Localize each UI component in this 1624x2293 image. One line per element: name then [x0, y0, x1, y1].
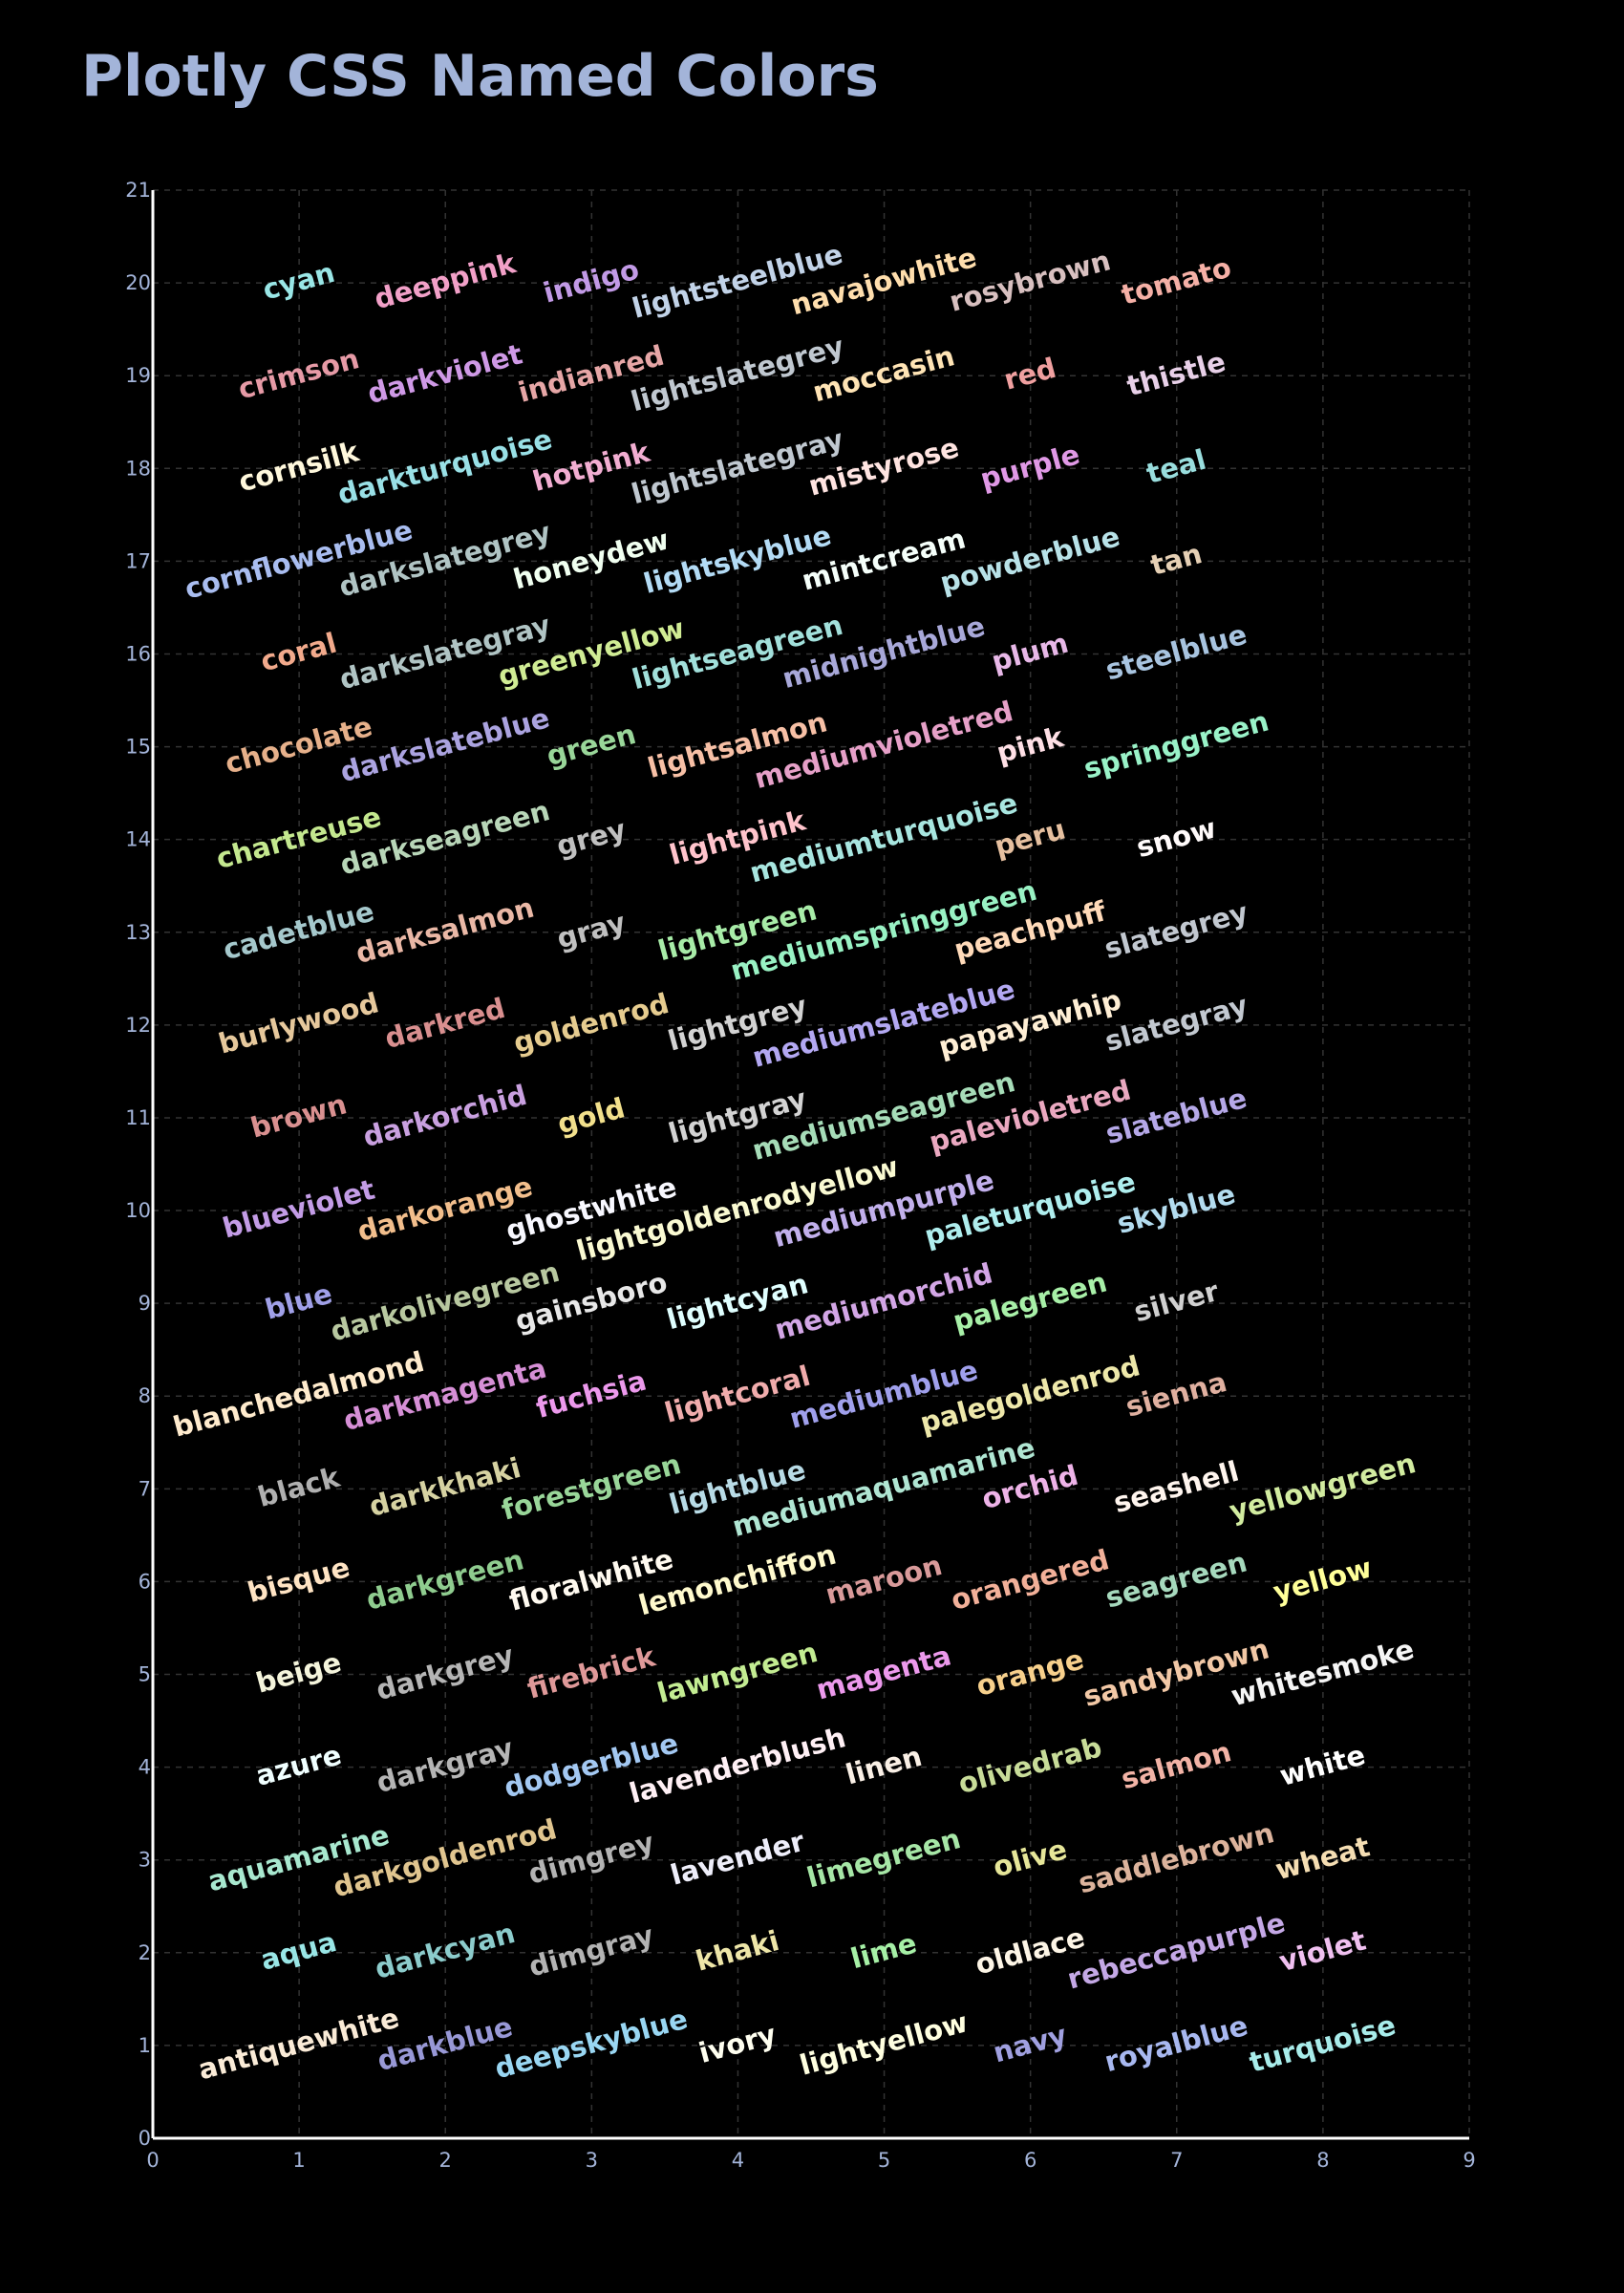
color-labels: antiquewhiteaquaaquamarineazurebeigebisq… — [170, 237, 1420, 2086]
x-gridlines — [298, 190, 1470, 2138]
y-tick-label: 21 — [125, 179, 151, 202]
y-tick-label: 5 — [139, 1663, 151, 1686]
x-tick-label: 8 — [1316, 2149, 1329, 2172]
x-tick-label: 1 — [292, 2149, 305, 2172]
color-label-forestgreen: forestgreen — [498, 1447, 684, 1527]
color-label-darkred: darkred — [381, 992, 508, 1055]
color-label-grey: grey — [553, 813, 630, 863]
color-label-coral: coral — [257, 627, 340, 678]
y-tick-label: 6 — [139, 1570, 151, 1593]
y-tick-label: 1 — [139, 2034, 151, 2057]
x-tick-label: 0 — [146, 2149, 159, 2172]
x-tick-label: 5 — [878, 2149, 890, 2172]
color-label-red: red — [1000, 352, 1059, 396]
y-tick-label: 10 — [125, 1199, 151, 1222]
y-tick-label: 4 — [139, 1756, 151, 1779]
color-label-plum: plum — [988, 627, 1072, 678]
color-label-springgreen: springgreen — [1080, 705, 1272, 785]
y-tick-label: 3 — [139, 1849, 151, 1872]
color-label-tan: tan — [1147, 537, 1206, 582]
y-tick-label: 9 — [139, 1292, 151, 1315]
y-tick-label: 13 — [125, 921, 151, 944]
y-tick-label: 14 — [125, 828, 151, 851]
y-tick-label: 20 — [125, 271, 151, 294]
y-tick-label: 0 — [139, 2127, 151, 2150]
color-label-yellowgreen: yellowgreen — [1226, 1447, 1419, 1528]
x-tick-label: 4 — [732, 2149, 744, 2172]
color-label-linen: linen — [843, 1740, 926, 1791]
color-label-beige: beige — [252, 1645, 345, 1699]
x-tick-label: 6 — [1024, 2149, 1036, 2172]
x-tick-label: 2 — [439, 2149, 452, 2172]
color-label-royalblue: royalblue — [1101, 2009, 1251, 2079]
y-tick-label: 19 — [125, 364, 151, 387]
y-tick-label: 11 — [125, 1106, 151, 1129]
x-tick-label: 3 — [586, 2149, 598, 2172]
y-tick-label: 7 — [139, 1477, 151, 1500]
y-tick-label: 2 — [139, 1941, 151, 1964]
y-tick-label: 8 — [139, 1384, 151, 1407]
x-tick-label: 7 — [1170, 2149, 1183, 2172]
color-label-dimgray: dimgray — [525, 1918, 657, 1982]
color-label-turquoise: turquoise — [1246, 2008, 1399, 2078]
y-tick-label: 15 — [125, 736, 151, 759]
y-gridlines — [153, 189, 1469, 2047]
y-tick-label: 16 — [125, 642, 151, 665]
x-tick-label: 9 — [1463, 2149, 1475, 2172]
x-tick-labels: 0 1 2 3 4 5 6 7 8 9 — [146, 2149, 1475, 2172]
y-tick-label: 18 — [125, 457, 151, 480]
chart-title: Plotly CSS Named Colors — [81, 43, 879, 110]
color-label-powderblue: powderblue — [936, 520, 1122, 599]
color-label-slategray: slategray — [1101, 989, 1251, 1058]
color-label-teal: teal — [1143, 443, 1209, 490]
y-tick-label: 12 — [125, 1014, 151, 1037]
y-tick-label: 17 — [125, 549, 151, 572]
